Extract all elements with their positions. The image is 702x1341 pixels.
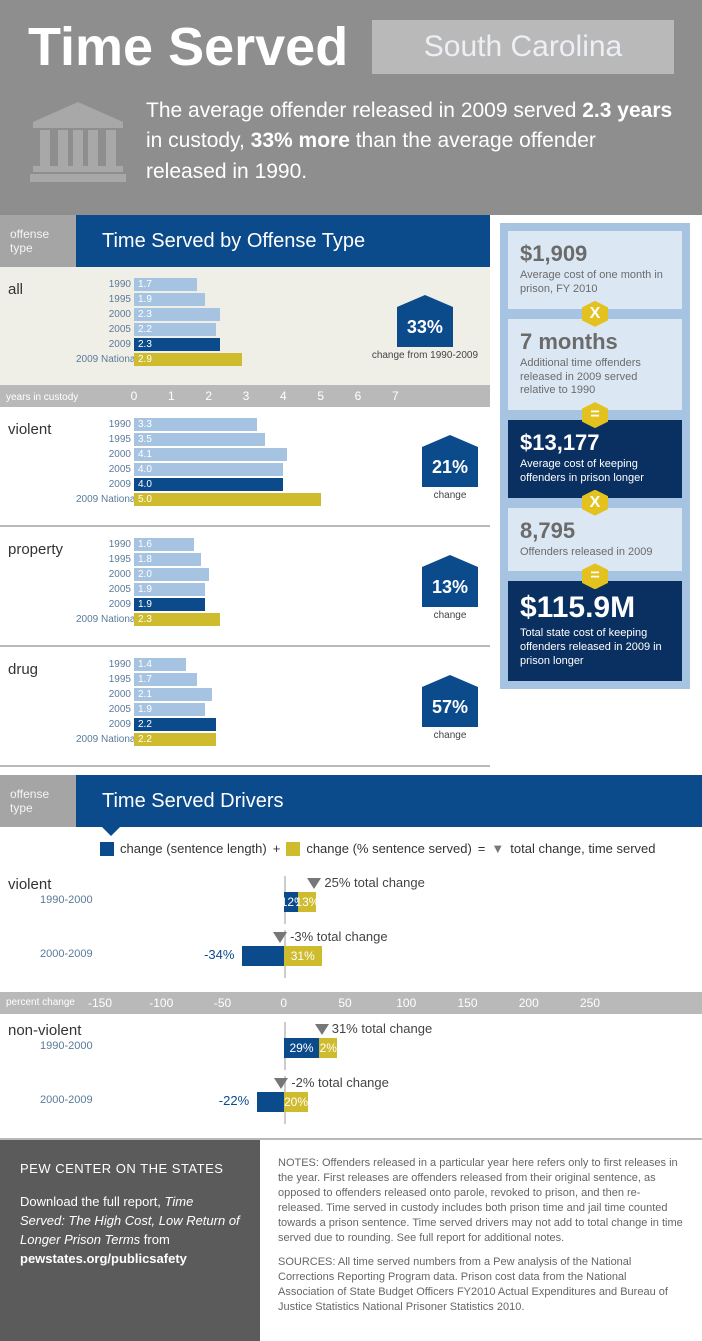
offense-drug: drug 1990 1.4 1995 1.7 2000 2.1 2005 1.9…: [0, 647, 490, 767]
change-badge: 33% change from 1990-2009: [372, 307, 478, 361]
subhead: The average offender released in 2009 se…: [146, 96, 674, 187]
footer: PEW CENTER ON THE STATES Download the fu…: [0, 1140, 702, 1340]
section-title: Time Served by Offense Type: [76, 215, 490, 267]
change-badge: 21% change: [422, 447, 478, 501]
page-title: Time Served: [28, 20, 358, 74]
change-badge: 13% change: [422, 567, 478, 621]
offense-violent: violent 1990 3.3 1995 3.5 2000 4.1 2005 …: [0, 407, 490, 527]
cost-box: $13,177Average cost of keeping offenders…: [508, 420, 682, 498]
tab-label: offense type: [0, 215, 76, 267]
tab-label-drivers: offense type: [0, 775, 76, 827]
cost-box: $115.9MTotal state cost of keeping offen…: [508, 581, 682, 680]
drivers-title: Time Served Drivers: [76, 775, 702, 827]
cost-box: $1,909Average cost of one month in priso…: [508, 231, 682, 309]
driver-non-violent: non-violent 1990-2000 29% 2% 31% total c…: [0, 1014, 702, 1140]
offense-chart: offense type Time Served by Offense Type…: [0, 215, 490, 767]
cost-box: 8,795Offenders released in 2009: [508, 508, 682, 572]
state-badge: South Carolina: [372, 20, 674, 74]
swatch-gold-icon: [286, 842, 300, 856]
courthouse-icon: [28, 102, 128, 182]
offense-all: all 1990 1.7 1995 1.9 2000 2.3 2005 2.2 …: [0, 267, 490, 387]
cost-column: $1,909Average cost of one month in priso…: [500, 223, 690, 688]
download-text: Download the full report, Time Served: T…: [20, 1193, 240, 1268]
header: Time Served South Carolina The average o…: [0, 0, 702, 215]
org-name: PEW CENTER ON THE STATES: [20, 1160, 240, 1179]
cost-box: 7 monthsAdditional time offenders releas…: [508, 319, 682, 410]
notes-text: NOTES: Offenders released in a particula…: [278, 1156, 684, 1245]
sources-text: SOURCES: All time served numbers from a …: [278, 1255, 684, 1314]
offense-property: property 1990 1.6 1995 1.8 2000 2.0 2005…: [0, 527, 490, 647]
change-badge: 57% change: [422, 687, 478, 741]
swatch-blue-icon: [100, 842, 114, 856]
driver-violent: violent 1990-2000 12% 13% 25% total chan…: [0, 868, 702, 994]
